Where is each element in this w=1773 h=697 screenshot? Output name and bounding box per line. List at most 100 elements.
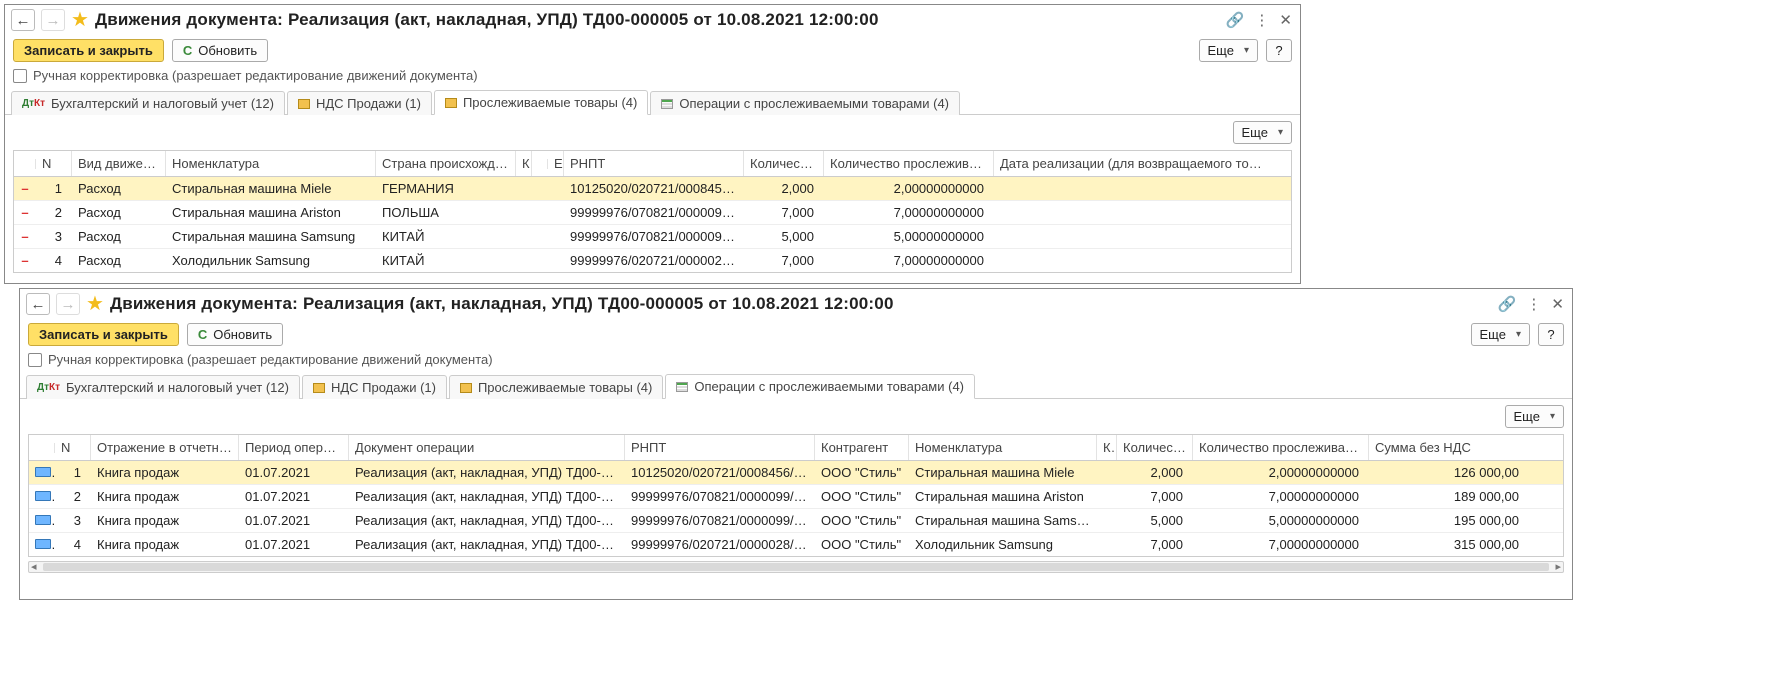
col-rnpt[interactable]: РНПТ [625, 435, 815, 460]
col-qtrace[interactable]: Количество прослеживаемости [1193, 435, 1369, 460]
table-row[interactable]: 1Книга продаж01.07.2021Реализация (акт, … [29, 461, 1563, 485]
link-icon[interactable]: 🔗 [1498, 295, 1517, 313]
nav-back-button[interactable]: ← [26, 293, 50, 315]
col-qtrace[interactable]: Количество прослеживаемости [824, 151, 994, 176]
link-icon[interactable]: 🔗 [1226, 11, 1245, 29]
nav-forward-button[interactable]: → [56, 293, 80, 315]
expense-icon: – [14, 225, 36, 248]
col-p[interactable] [532, 159, 548, 169]
tab-accounting-label: Бухгалтерский и налоговый учет (12) [66, 380, 289, 395]
cell-qtrace: 5,00000000000 [1193, 509, 1369, 532]
close-icon[interactable]: ✕ [1279, 11, 1292, 29]
refresh-button[interactable]: С Обновить [172, 39, 268, 62]
col-n[interactable]: N [55, 435, 91, 460]
write-and-close-button[interactable]: Записать и закрыть [13, 39, 164, 62]
tab-vat-sales[interactable]: НДС Продажи (1) [302, 375, 447, 399]
tab-traceops-label: Операции с прослеживаемыми товарами (4) [679, 96, 949, 111]
favorite-star-icon[interactable]: ★ [71, 10, 89, 30]
more-menu-icon[interactable]: ⋮ [1526, 295, 1541, 313]
cell-qtrace: 7,00000000000 [824, 201, 994, 224]
col-country[interactable]: Страна происхождения [376, 151, 516, 176]
tab-trace-ops[interactable]: Операции с прослеживаемыми товарами (4) [665, 374, 975, 399]
more-button[interactable]: Еще▾ [1199, 39, 1258, 62]
cell-qty: 7,000 [744, 201, 824, 224]
col-realdate[interactable]: Дата реализации (для возвращаемого товар… [994, 151, 1274, 176]
cell-reflect: Книга продаж [91, 509, 239, 532]
write-and-close-button[interactable]: Записать и закрыть [28, 323, 179, 346]
col-doc[interactable]: Документ операции [349, 435, 625, 460]
cell-qty: 7,000 [1117, 533, 1193, 556]
cell-period: 01.07.2021 [239, 533, 349, 556]
manual-edit-checkbox[interactable] [13, 69, 27, 83]
manual-edit-checkbox[interactable] [28, 353, 42, 367]
horizontal-scrollbar[interactable] [28, 561, 1564, 573]
cell-move: Расход [72, 249, 166, 272]
refresh-button[interactable]: С Обновить [187, 323, 283, 346]
window-title: Движения документа: Реализация (акт, нак… [110, 294, 894, 314]
favorite-star-icon[interactable]: ★ [86, 294, 104, 314]
cell-qty: 7,000 [1117, 485, 1193, 508]
tab-vat-sales[interactable]: НДС Продажи (1) [287, 91, 432, 115]
cell-period: 01.07.2021 [239, 509, 349, 532]
tab-traceable[interactable]: Прослеживаемые товары (4) [449, 375, 663, 399]
cell-doc: Реализация (акт, накладная, УПД) ТД00-00… [349, 461, 625, 484]
table-row[interactable]: –2РасходСтиральная машина AristonПОЛЬША9… [14, 201, 1291, 225]
cell-rnpt: 10125020/020721/0008456/004 [625, 461, 815, 484]
manual-edit-label: Ручная корректировка (разрешает редактир… [33, 68, 478, 83]
close-icon[interactable]: ✕ [1551, 295, 1564, 313]
window-title: Движения документа: Реализация (акт, нак… [95, 10, 879, 30]
col-nom[interactable]: Номенклатура [909, 435, 1097, 460]
tab-accounting[interactable]: ДтКт Бухгалтерский и налоговый учет (12) [11, 91, 285, 115]
table-row[interactable]: –1РасходСтиральная машина MieleГЕРМАНИЯ1… [14, 177, 1291, 201]
cell-qtrace: 5,00000000000 [824, 225, 994, 248]
main-toolbar: Записать и закрыть С Обновить Еще▾ ? [5, 33, 1300, 68]
tab-traceable[interactable]: Прослеживаемые товары (4) [434, 90, 648, 115]
tab-accounting[interactable]: ДтКт Бухгалтерский и налоговый учет (12) [26, 375, 300, 399]
cell-n: 3 [55, 509, 91, 532]
more-menu-icon[interactable]: ⋮ [1254, 11, 1269, 29]
col-reflect[interactable]: Отражение в отчетности [91, 435, 239, 460]
col-k[interactable]: К [516, 151, 532, 176]
col-qty[interactable]: Количество [1117, 435, 1193, 460]
col-ctr[interactable]: Контрагент [815, 435, 909, 460]
help-button[interactable]: ? [1538, 323, 1564, 346]
grid-toolbar: Еще▾ [5, 115, 1300, 150]
grid-more-button[interactable]: Еще▾ [1505, 405, 1564, 428]
cell-rnpt: 99999976/020721/0000028/001 [564, 249, 744, 272]
col-move[interactable]: Вид движения [72, 151, 166, 176]
traceops-icon [661, 99, 673, 109]
table-row[interactable]: 2Книга продаж01.07.2021Реализация (акт, … [29, 485, 1563, 509]
nav-back-button[interactable]: ← [11, 9, 35, 31]
cell-doc: Реализация (акт, накладная, УПД) ТД00-00… [349, 485, 625, 508]
cell-qty: 2,000 [1117, 461, 1193, 484]
tabs: ДтКт Бухгалтерский и налоговый учет (12)… [20, 373, 1572, 399]
cell-country: КИТАЙ [376, 249, 516, 272]
col-nom[interactable]: Номенклатура [166, 151, 376, 176]
traceable-icon [445, 98, 457, 108]
traceops-icon [676, 382, 688, 392]
col-sum[interactable]: Сумма без НДС [1369, 435, 1529, 460]
nav-forward-button[interactable]: → [41, 9, 65, 31]
col-rnpt[interactable]: РНПТ [564, 151, 744, 176]
table-row[interactable]: 3Книга продаж01.07.2021Реализация (акт, … [29, 509, 1563, 533]
col-period[interactable]: Период операции [239, 435, 349, 460]
table-row[interactable]: 4Книга продаж01.07.2021Реализация (акт, … [29, 533, 1563, 556]
refresh-label: Обновить [198, 43, 257, 58]
cell-nom: Стиральная машина Samsung [909, 509, 1097, 532]
table-row[interactable]: –3РасходСтиральная машина SamsungКИТАЙ99… [14, 225, 1291, 249]
cell-nom: Холодильник Samsung [909, 533, 1097, 556]
col-e[interactable]: Е [548, 151, 564, 176]
table-row[interactable]: –4РасходХолодильник SamsungКИТАЙ99999976… [14, 249, 1291, 272]
help-button[interactable]: ? [1266, 39, 1292, 62]
cell-country: ГЕРМАНИЯ [376, 177, 516, 200]
cell-country: КИТАЙ [376, 225, 516, 248]
tab-trace-ops[interactable]: Операции с прослеживаемыми товарами (4) [650, 91, 960, 115]
cell-reflect: Книга продаж [91, 533, 239, 556]
cell-doc: Реализация (акт, накладная, УПД) ТД00-00… [349, 533, 625, 556]
col-n[interactable]: N [36, 151, 72, 176]
grid-more-button[interactable]: Еще▾ [1233, 121, 1292, 144]
more-button[interactable]: Еще▾ [1471, 323, 1530, 346]
col-k[interactable]: К [1097, 435, 1117, 460]
col-qty[interactable]: Количество [744, 151, 824, 176]
window-header: ← → ★ Движения документа: Реализация (ак… [20, 289, 1572, 317]
